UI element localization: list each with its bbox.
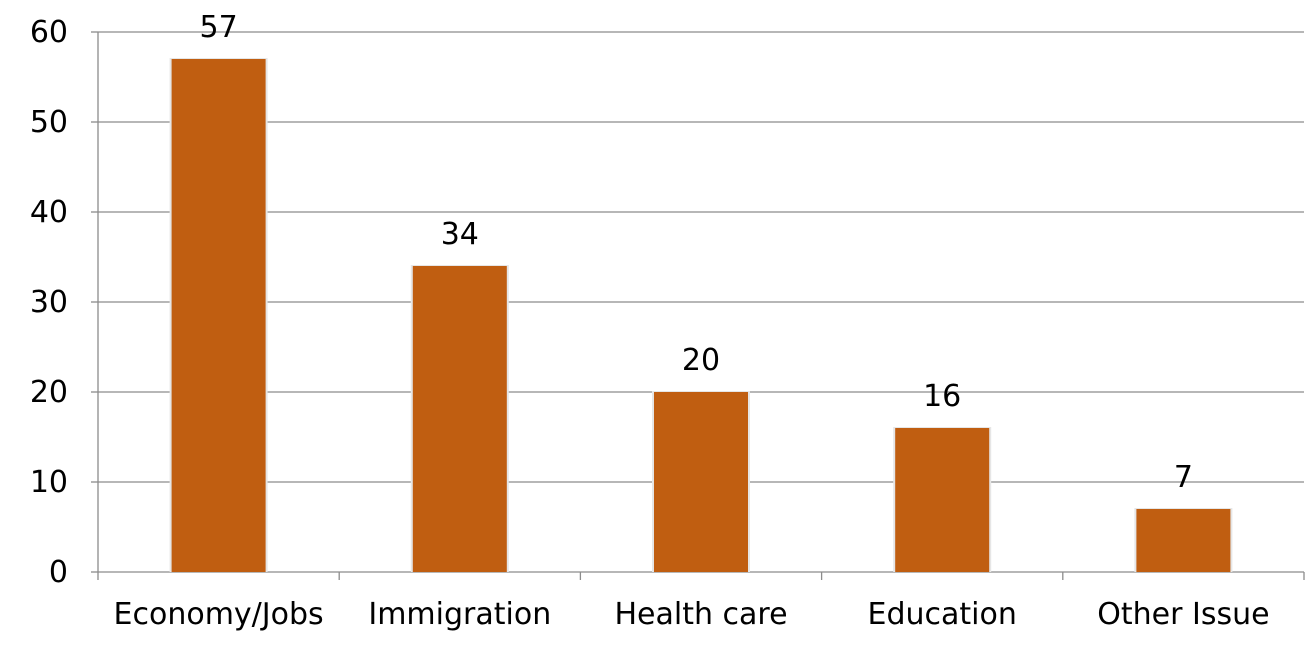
y-tick-labels: 0 10 20 30 40 50 60 — [30, 15, 68, 590]
x-tick-label: Economy/Jobs — [114, 597, 324, 632]
y-tick-label: 10 — [30, 465, 68, 500]
x-tick-label: Health care — [614, 597, 787, 632]
data-label: 20 — [682, 343, 720, 378]
bar — [895, 428, 990, 572]
y-tick-label: 50 — [30, 105, 68, 140]
bar — [412, 266, 507, 572]
x-tick-label: Other Issue — [1097, 597, 1269, 632]
y-tick-label: 20 — [30, 375, 68, 410]
bar — [654, 392, 748, 572]
data-label: 16 — [923, 379, 961, 414]
data-label: 7 — [1174, 460, 1193, 495]
gridlines — [98, 31, 1304, 483]
x-tick-label: Education — [868, 597, 1017, 632]
data-label: 57 — [200, 10, 238, 45]
y-tick-label: 30 — [30, 285, 68, 320]
x-tick-label: Immigration — [368, 597, 551, 632]
bar — [1136, 509, 1231, 572]
y-tick-label: 60 — [30, 15, 68, 50]
y-tick-label: 40 — [30, 195, 68, 230]
data-labels: 57 34 20 16 7 — [200, 10, 1193, 495]
bars — [169, 58, 1233, 572]
data-label: 34 — [441, 217, 479, 252]
bar — [171, 59, 266, 572]
y-tick-label: 0 — [49, 555, 68, 590]
x-tick-labels: Economy/Jobs Immigration Health care Educat… — [114, 597, 1270, 632]
